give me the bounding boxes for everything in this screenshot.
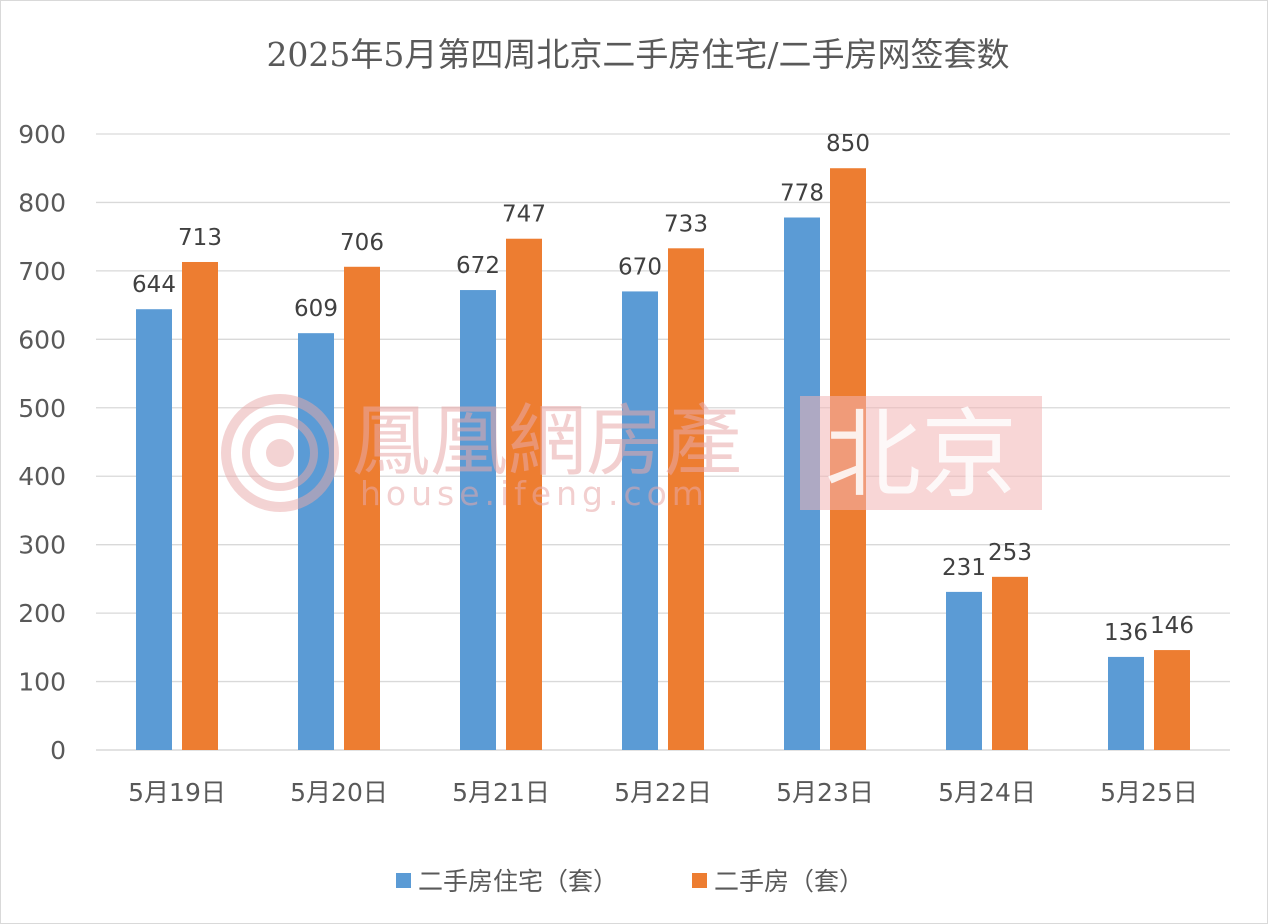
bar-total [1154, 650, 1190, 750]
x-tick-label: 5月24日 [938, 778, 1036, 807]
watermark: 鳳凰網房產 house.ifeng.com 北京 [221, 394, 1042, 513]
data-label: 850 [826, 131, 870, 157]
data-label: 778 [780, 181, 824, 207]
data-label: 670 [618, 254, 662, 280]
watermark-url: house.ifeng.com [360, 474, 709, 513]
bar-total [668, 248, 704, 750]
ifeng-logo-icon [221, 394, 339, 512]
legend-label-residential: 二手房住宅（套） [418, 867, 618, 896]
data-label: 747 [502, 202, 546, 228]
watermark-region: 北京 [825, 399, 1017, 511]
bar-residential [136, 309, 172, 750]
y-tick-label: 100 [18, 668, 66, 697]
data-label: 609 [294, 296, 338, 322]
x-tick-label: 5月19日 [128, 778, 226, 807]
x-tick-label: 5月22日 [614, 778, 712, 807]
bar-residential [946, 591, 982, 750]
y-tick-label: 500 [18, 394, 66, 423]
legend-swatch-residential [396, 873, 411, 888]
legend: 二手房住宅（套） 二手房（套） [396, 867, 864, 896]
x-tick-label: 5月23日 [776, 778, 874, 807]
y-tick-label: 400 [18, 462, 66, 491]
legend-label-total: 二手房（套） [714, 867, 864, 896]
y-tick-label: 800 [18, 188, 66, 217]
x-axis-ticks: 5月19日 5月20日 5月21日 5月22日 5月23日 5月24日 5月25日 [128, 778, 1198, 807]
x-tick-label: 5月21日 [452, 778, 550, 807]
bar-residential [460, 290, 496, 750]
data-label: 231 [942, 555, 986, 581]
data-label: 146 [1150, 613, 1194, 639]
data-label: 733 [664, 211, 708, 237]
y-tick-label: 200 [18, 599, 66, 628]
bar-total [344, 266, 380, 750]
bar-residential [622, 291, 658, 750]
y-tick-label: 700 [18, 257, 66, 286]
y-tick-label: 0 [50, 736, 66, 765]
bar-total [992, 576, 1028, 750]
data-label: 672 [456, 253, 500, 279]
data-label: 644 [132, 272, 176, 298]
bar-total [182, 261, 218, 750]
y-tick-label: 600 [18, 325, 66, 354]
chart-title: 2025年5月第四周北京二手房住宅/二手房网签套数 [266, 35, 1009, 74]
bar-residential [298, 333, 334, 750]
data-label: 713 [178, 225, 222, 251]
y-tick-label: 900 [18, 120, 66, 149]
x-tick-label: 5月25日 [1100, 778, 1198, 807]
legend-swatch-total [692, 873, 707, 888]
bar-total [506, 238, 542, 750]
data-label: 136 [1104, 620, 1148, 646]
x-tick-label: 5月20日 [290, 778, 388, 807]
bar-residential [1108, 656, 1144, 750]
y-axis-ticks: 0 100 200 300 400 500 600 700 800 900 [18, 120, 66, 765]
watermark-region-badge [800, 396, 1042, 510]
watermark-brand: 鳳凰網房產 [352, 397, 742, 487]
data-label: 253 [988, 540, 1032, 566]
y-tick-label: 300 [18, 531, 66, 560]
data-label: 706 [340, 230, 384, 256]
